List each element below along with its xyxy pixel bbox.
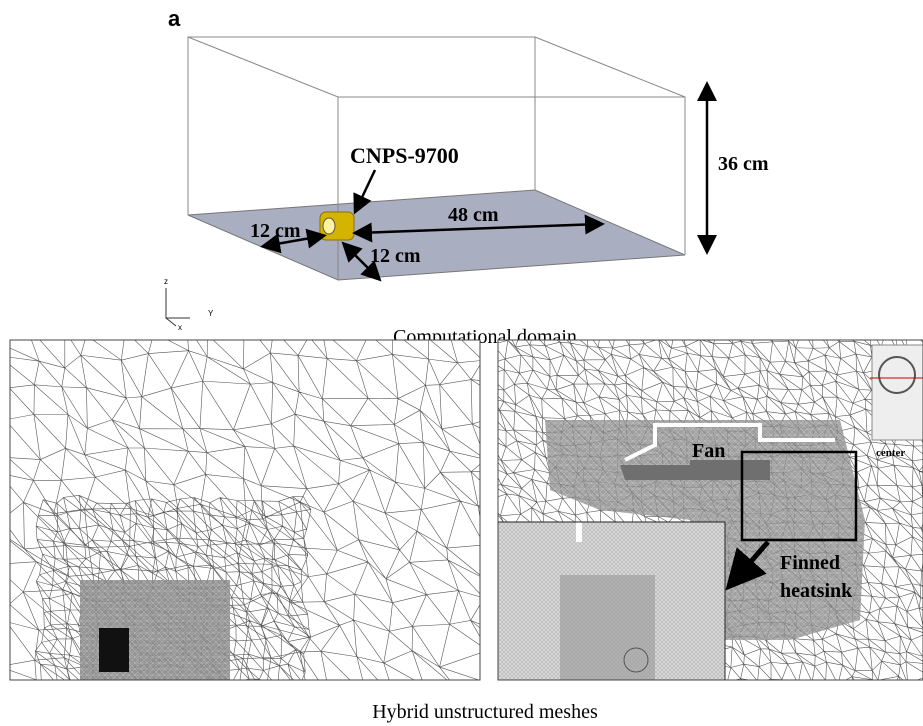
fan-label: Fan [692, 440, 725, 462]
heatsink-label: heatsink [780, 580, 853, 602]
caption: Hybrid unstructured meshes [372, 701, 598, 723]
height-label: 36 cm [718, 153, 769, 175]
heatsink-label: Finned [780, 552, 840, 574]
figure: a CNPS-9700 36 cm 12 cm 48 cm 12 cm z Y … [0, 0, 923, 726]
fan-model [320, 212, 354, 240]
length-label: 48 cm [448, 204, 499, 226]
mesh-inset [498, 522, 725, 680]
component-label: CNPS-9700 [350, 143, 459, 168]
axis-label: Y [208, 309, 214, 318]
mesh-left [0, 321, 520, 701]
axis-triad [166, 288, 190, 326]
inset-label: center [876, 447, 905, 459]
axis-label: z [164, 277, 168, 286]
width-label: 12 cm [250, 220, 301, 242]
panel-label: a [168, 6, 181, 31]
width-label: 12 cm [370, 245, 421, 267]
axis-label: x [178, 323, 182, 332]
